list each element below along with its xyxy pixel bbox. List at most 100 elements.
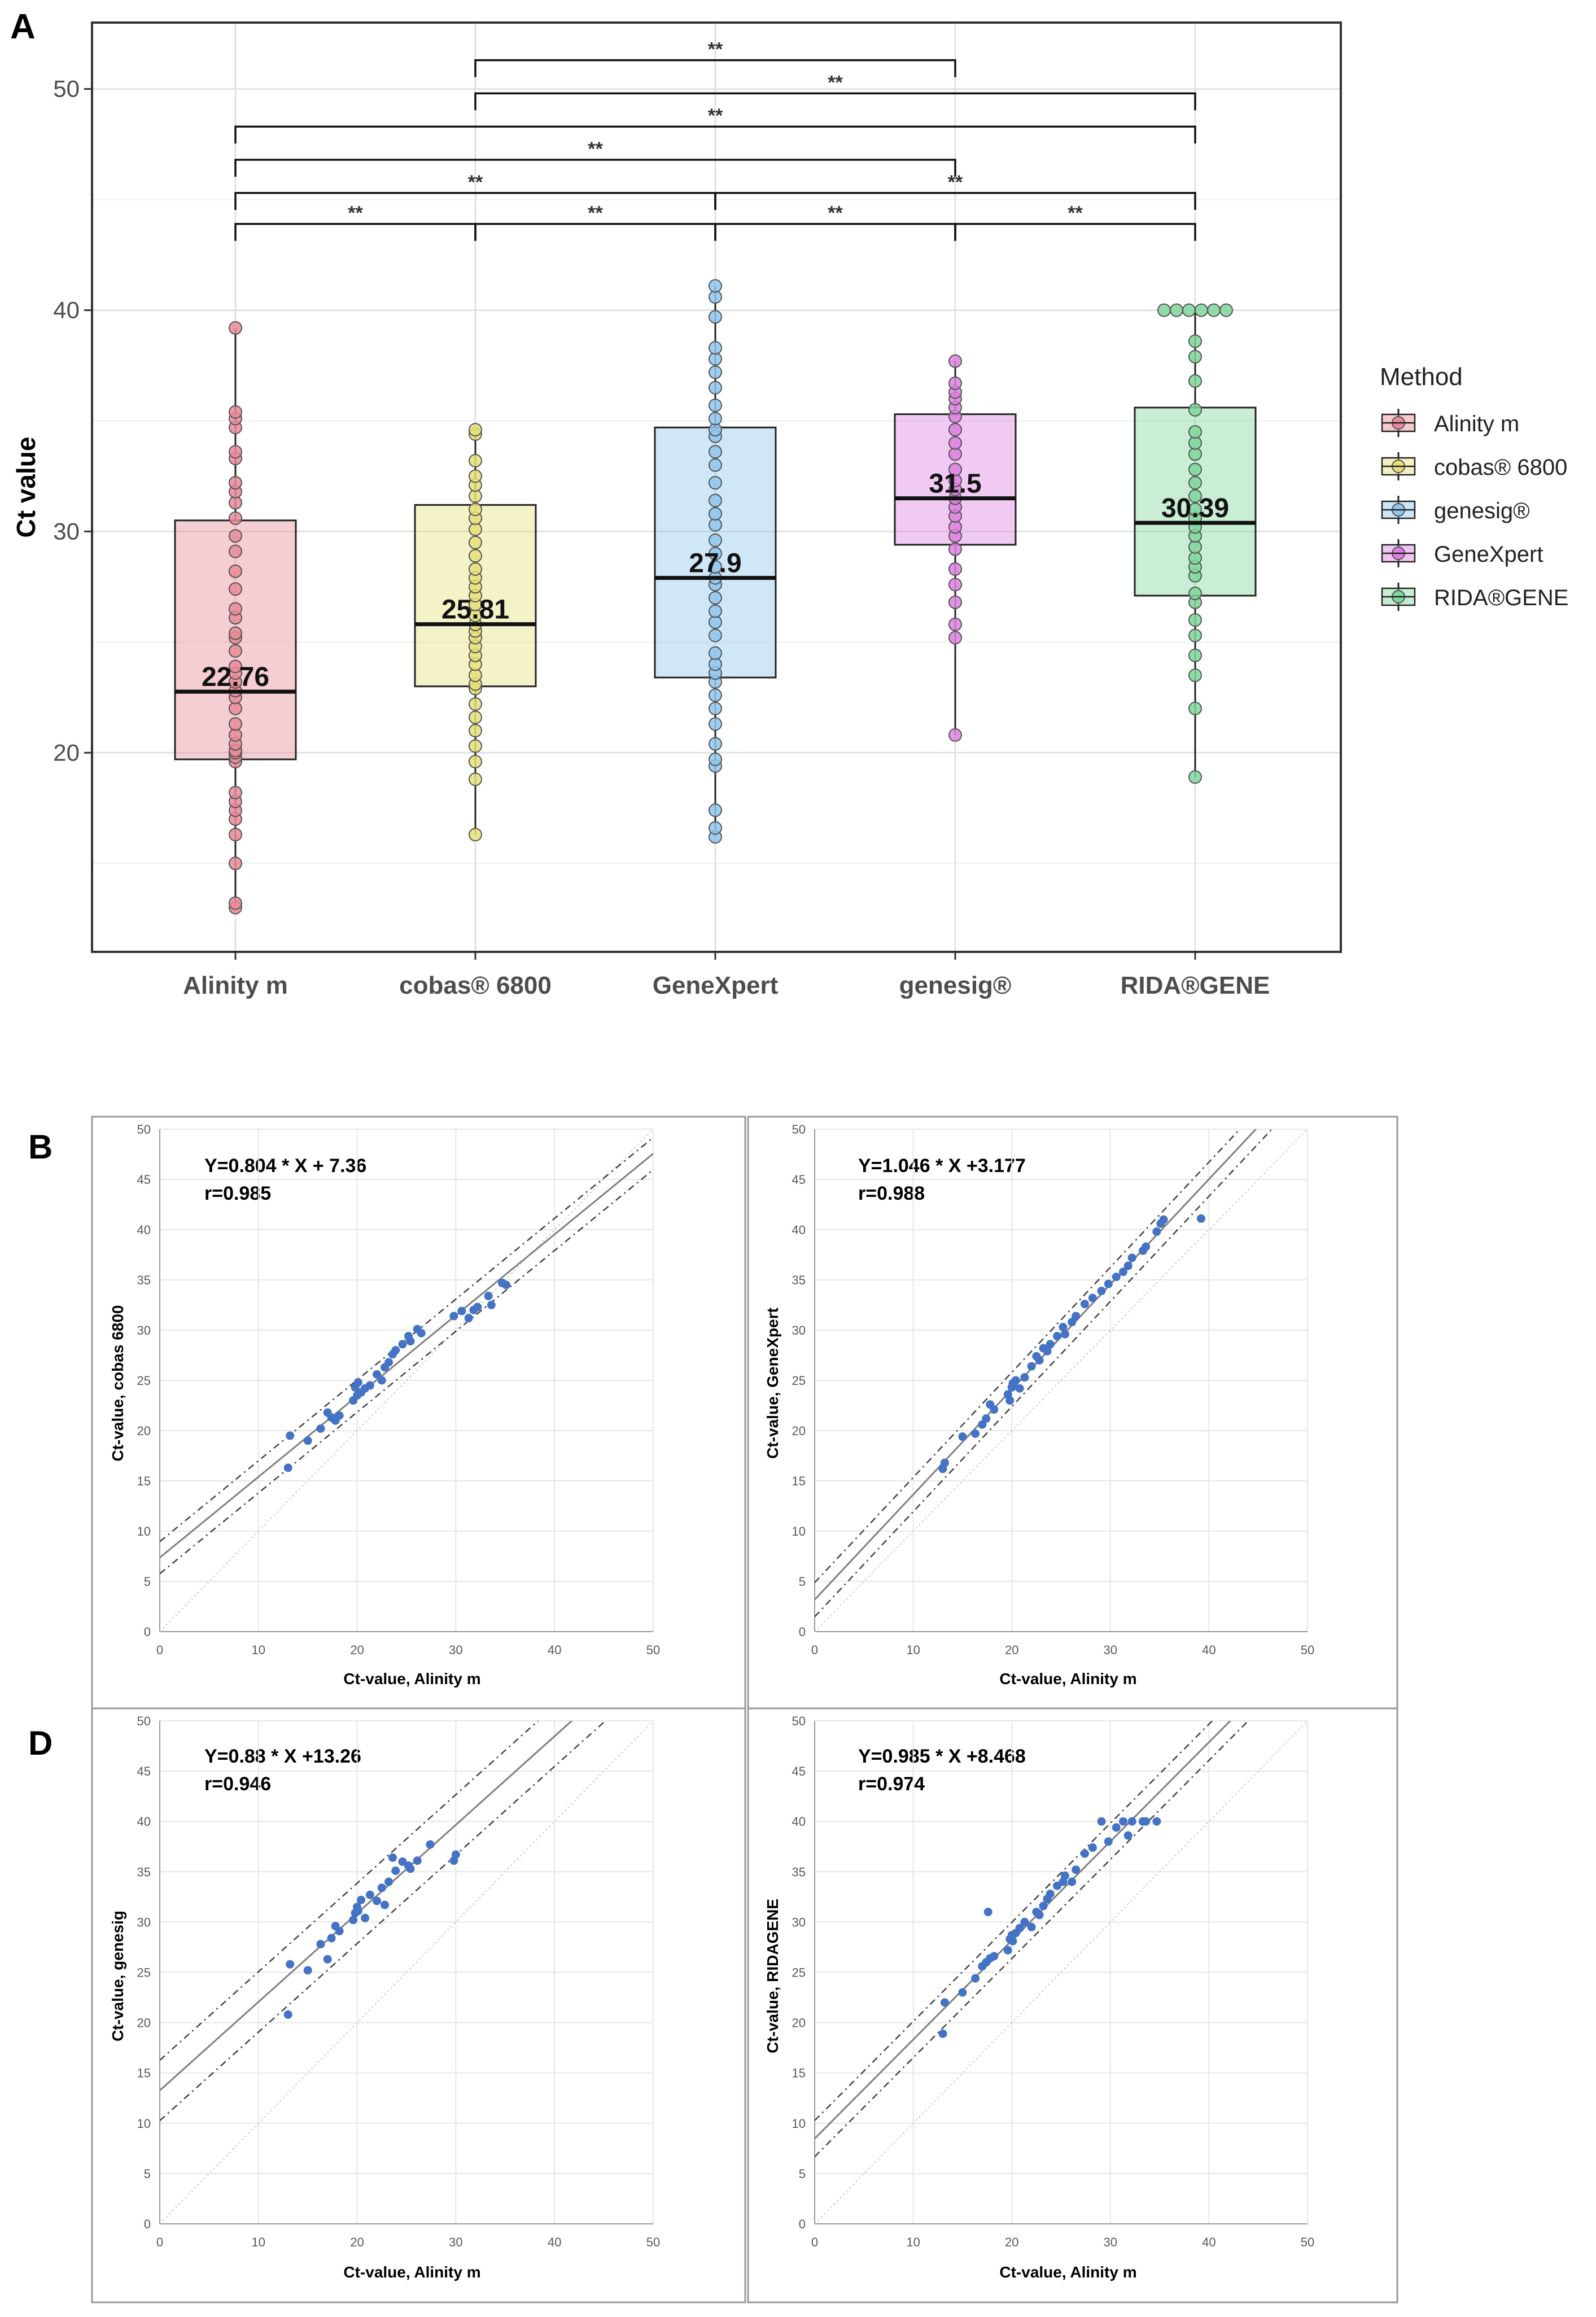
- y-tick-label: 40: [792, 1815, 806, 1829]
- y-tick-label: 40: [137, 1223, 151, 1237]
- scatter-point: [1152, 1227, 1161, 1236]
- y-tick-label: 10: [792, 1524, 806, 1538]
- x-tick-label: 40: [1202, 2235, 1215, 2249]
- r-label-d: r=0.946: [204, 1773, 271, 1795]
- data-point: [948, 617, 962, 631]
- data-point: [1188, 462, 1202, 476]
- scatter-point: [353, 1378, 362, 1387]
- scatter-point: [1080, 1849, 1089, 1858]
- data-point: [1188, 374, 1202, 388]
- scatter-point: [1159, 1215, 1168, 1224]
- scatter-point: [1097, 1817, 1106, 1826]
- lower-limit-line: [160, 1721, 607, 2122]
- scatter-point: [1127, 1817, 1136, 1826]
- scatter-point: [303, 1966, 312, 1975]
- data-point: [709, 717, 722, 731]
- scatter-point: [1142, 1817, 1151, 1826]
- scatter-point: [1060, 1330, 1069, 1339]
- significance-label: **: [1068, 203, 1083, 224]
- y-tick-label: 35: [792, 1865, 806, 1879]
- x-tick-label: 0: [156, 1643, 163, 1657]
- y-tick-label: 40: [137, 1815, 151, 1829]
- scatter-plot-area: 0 5 10 15 20 25 30 35 40 45 50 0 10 20 30 40 50: [137, 1122, 661, 1657]
- scatter-point: [1059, 1323, 1068, 1332]
- upper-limit-line: [815, 1129, 1241, 1584]
- data-point: [229, 582, 242, 596]
- scatter-point: [1068, 1318, 1077, 1327]
- data-point: [229, 405, 242, 419]
- data-point: [948, 423, 962, 437]
- data-point: [469, 772, 482, 786]
- scatter-point: [361, 1913, 370, 1922]
- median-label: 27.9: [689, 549, 741, 579]
- scatter-point: [1104, 1279, 1113, 1288]
- scatter-panel-c: Y=1.046 * X +3.177 r=0.988 Ct-value, Ali…: [747, 1116, 1398, 1710]
- scatter-point: [1035, 1911, 1044, 1920]
- data-point: [229, 828, 242, 842]
- scatter-point: [1142, 1242, 1151, 1251]
- significance-bracket: [234, 125, 1196, 144]
- boxplot-x-ticks: Alinity m cobas® 6800 GeneXpert genesig® RID…: [183, 952, 1270, 999]
- scatter-point: [303, 1436, 312, 1445]
- y-tick-label: 5: [799, 2167, 806, 2181]
- legend-label: genesig®: [1434, 499, 1530, 523]
- scatter-point: [1097, 1287, 1106, 1296]
- scatter-point: [353, 1907, 362, 1916]
- x-tick-label: 30: [449, 1643, 462, 1657]
- significance-label: **: [468, 172, 483, 193]
- scatter-point: [1127, 1253, 1136, 1262]
- scatter-point: [377, 1376, 386, 1385]
- scatter-point: [1046, 1890, 1055, 1899]
- regression-line: [815, 1721, 1232, 2140]
- data-point: [229, 644, 242, 658]
- scatter-point: [487, 1301, 496, 1309]
- scatter-point: [1112, 1823, 1121, 1832]
- data-point: [948, 562, 962, 576]
- scatter-point: [502, 1280, 511, 1289]
- data-point: [709, 381, 722, 395]
- y-tick-label: 40: [53, 296, 80, 323]
- scatter-point: [449, 1311, 458, 1321]
- y-tick-label: 15: [137, 2066, 151, 2080]
- scatter-point: [1068, 1877, 1077, 1886]
- x-axis-title-e: Ct-value, Alinity m: [999, 2263, 1136, 2281]
- data-point: [229, 529, 242, 543]
- x-tick-label: 40: [548, 2235, 561, 2249]
- data-point: [709, 646, 722, 660]
- y-tick-label: 5: [799, 1575, 806, 1589]
- scatter-point: [335, 1926, 344, 1935]
- x-tick-label: 30: [1104, 2235, 1117, 2249]
- boxplot-y-axis-title: Ct value: [11, 437, 41, 538]
- scatter-point: [1104, 1837, 1113, 1846]
- x-tick-label: 10: [906, 2235, 920, 2249]
- legend-label: cobas® 6800: [1434, 455, 1567, 480]
- y-tick-label: 15: [137, 1474, 151, 1488]
- data-point: [469, 739, 482, 753]
- scatter-point: [958, 1432, 967, 1441]
- data-point: [229, 602, 242, 616]
- regression-line: [160, 1153, 653, 1559]
- r-label-e: r=0.974: [858, 1773, 925, 1795]
- x-tick-label: GeneXpert: [653, 972, 779, 999]
- x-tick-label: Alinity m: [183, 972, 288, 999]
- data-point: [948, 631, 962, 645]
- panel-label-a: A: [10, 7, 36, 46]
- data-point: [469, 710, 482, 724]
- data-point: [709, 560, 722, 574]
- scatter-plot-area: 0 5 10 15 20 25 30 35 40 45 50 0 10 20 30 40 50: [792, 1122, 1315, 1657]
- data-point: [1188, 425, 1202, 439]
- scatter-point: [958, 1988, 967, 1997]
- scatter-point: [406, 1864, 415, 1873]
- scatter-point: [1015, 1384, 1024, 1393]
- data-point: [229, 476, 242, 490]
- x-tick-label: 0: [811, 1643, 818, 1657]
- scatter-point: [391, 1866, 400, 1876]
- scatter-point: [1027, 1922, 1036, 1931]
- y-tick-label: 45: [792, 1173, 806, 1187]
- significance-label: **: [588, 203, 603, 224]
- lower-limit-line: [815, 1129, 1273, 1617]
- data-point: [709, 476, 722, 490]
- y-axis-title-e: Ct-value, RIDAGENE: [764, 1899, 781, 2053]
- scatter-point: [1035, 1356, 1044, 1365]
